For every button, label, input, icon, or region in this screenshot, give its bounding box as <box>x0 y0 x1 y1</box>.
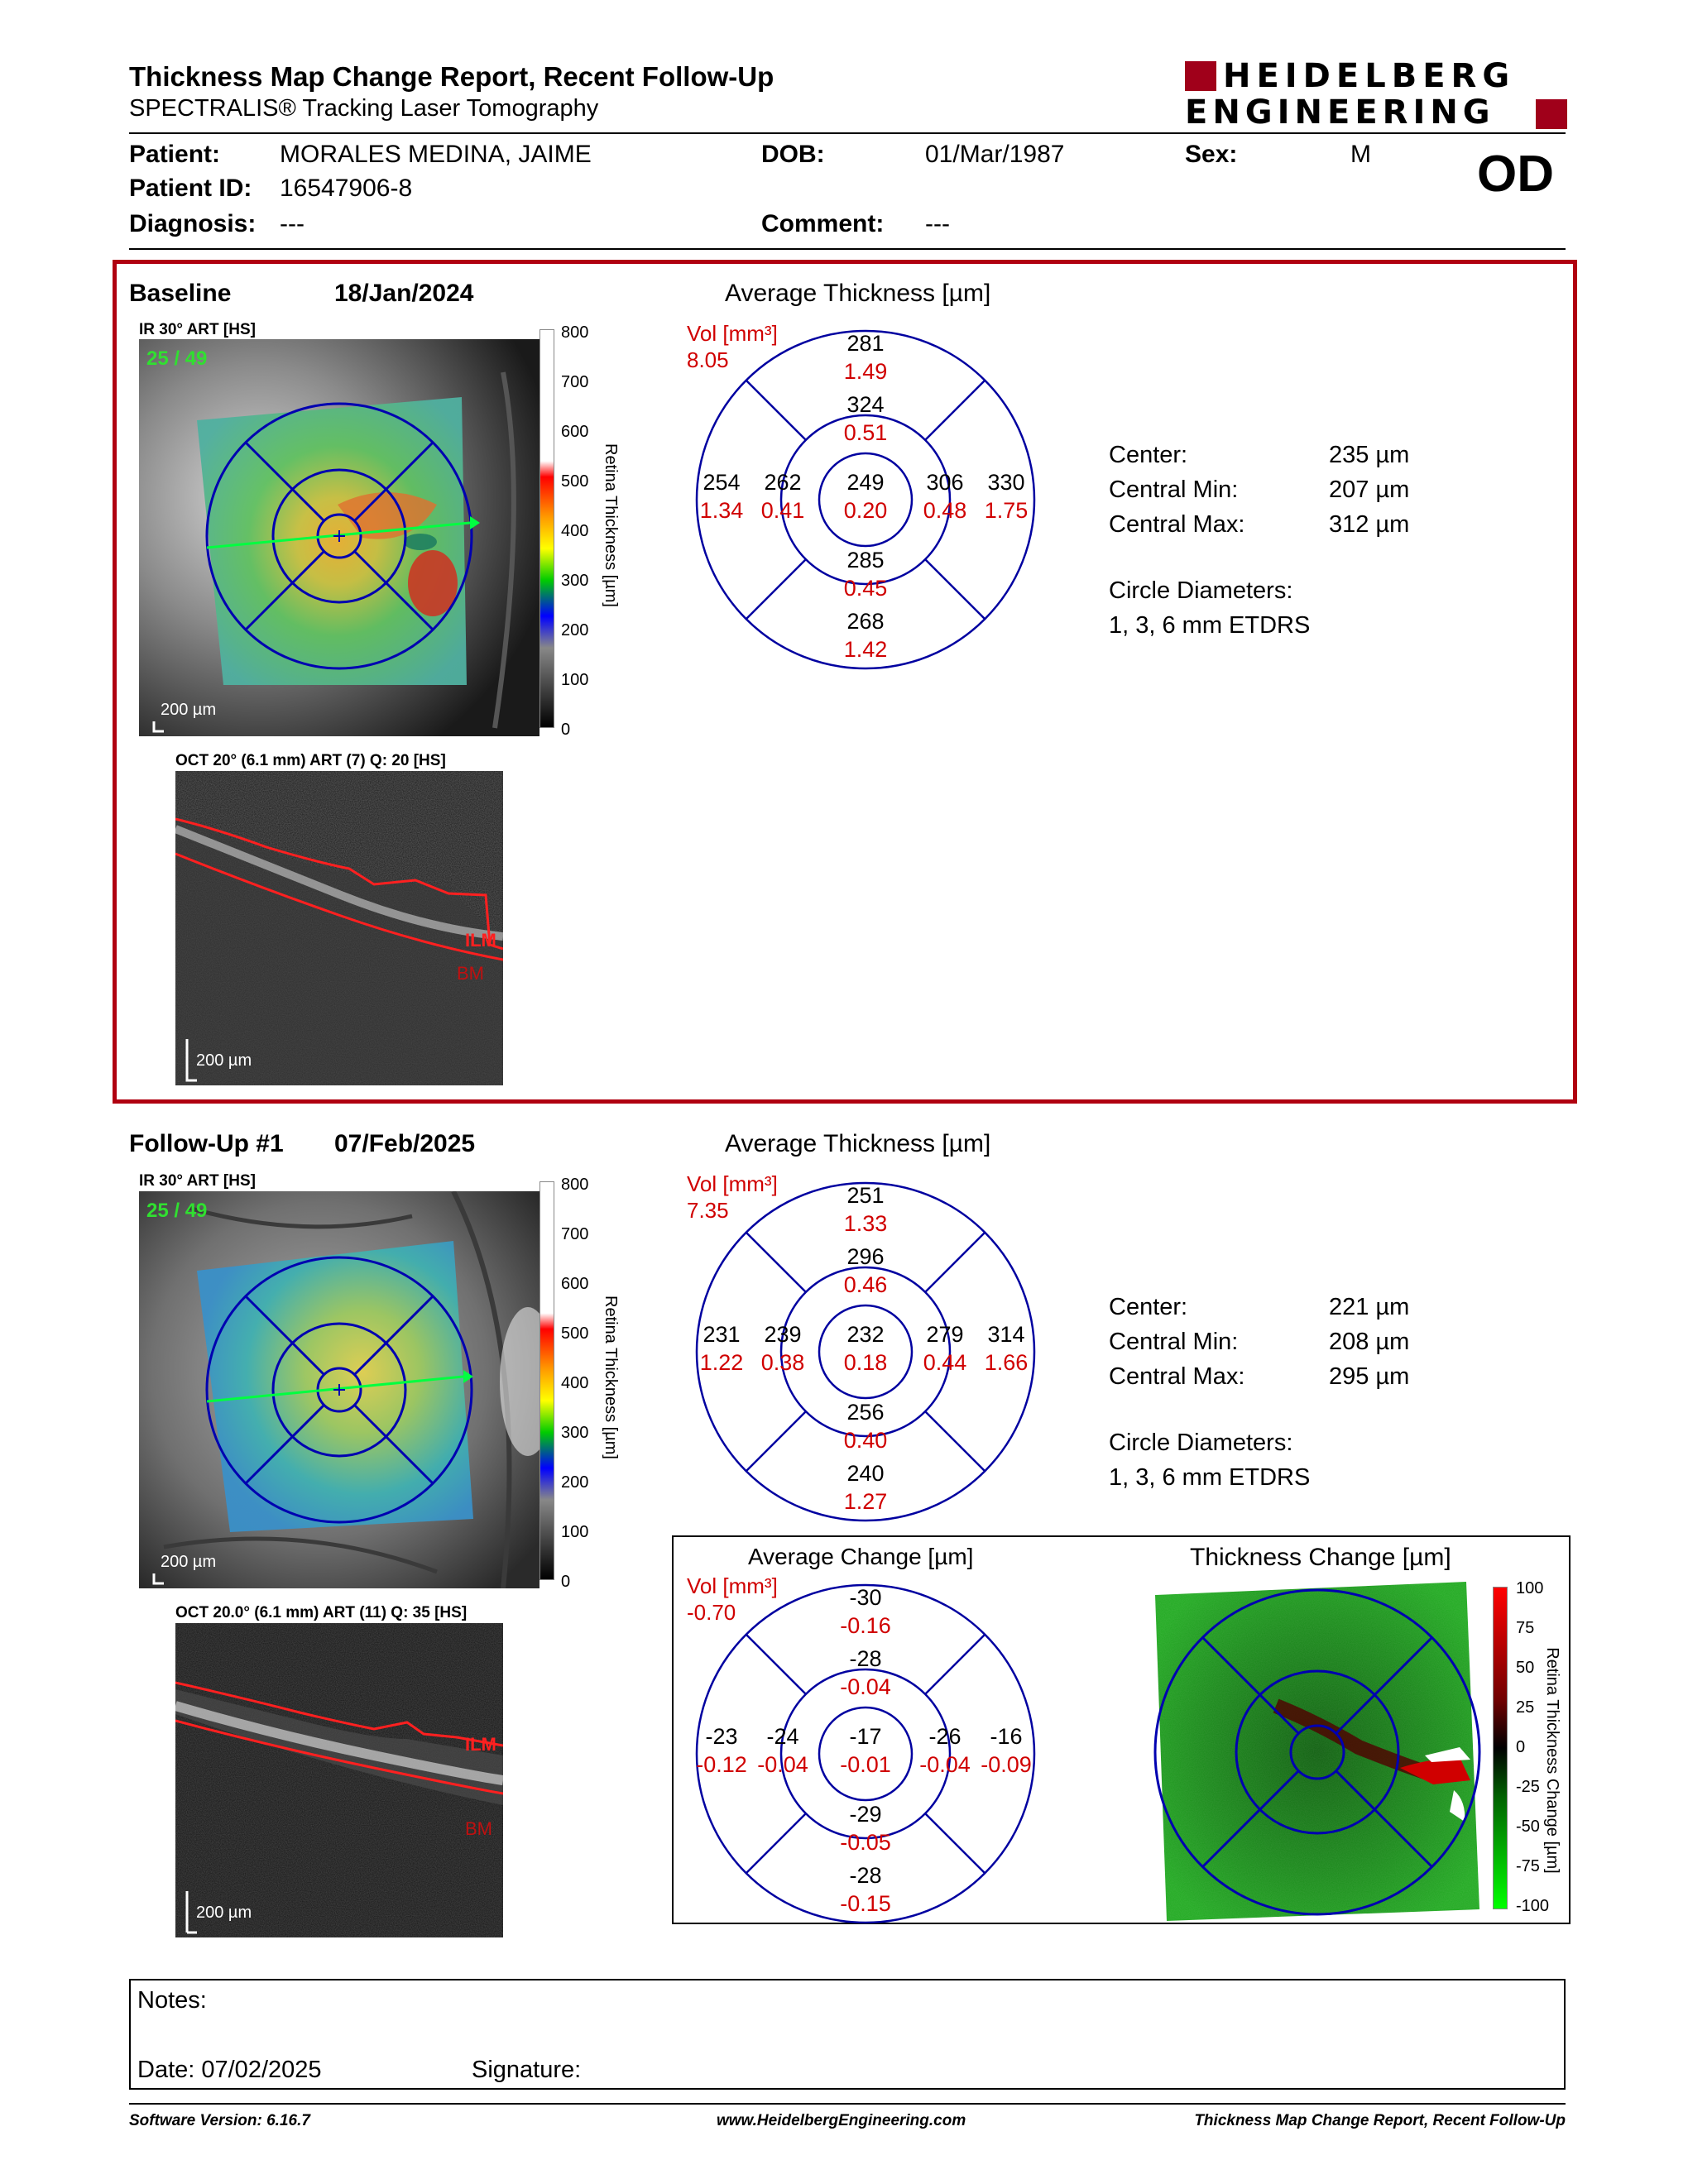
change-map-image <box>1153 1582 1481 1921</box>
diagnosis-label: Diagnosis: <box>129 210 257 237</box>
baseline-colorbar-title: Retina Thickness [µm] <box>602 443 620 607</box>
footer-software-version: Software Version: 6.16.7 <box>129 2112 310 2129</box>
dob-label: DOB: <box>761 141 825 168</box>
followup-colorbar-ticks: 800 700 600 500 400 300 200 100 0 <box>561 1176 589 1591</box>
followup-oct-scale: 200 µm <box>196 1904 252 1922</box>
patient-id-value: 16547906-8 <box>280 175 413 202</box>
comment-value: --- <box>925 210 950 237</box>
baseline-oct-scale: 200 µm <box>196 1051 252 1070</box>
followup-sector-values: 251 1.33 296 0.46 232 0.18 231 1.22 239 … <box>699 1183 1029 1514</box>
diagnosis-value: --- <box>280 210 305 237</box>
followup-vol-label: Vol [mm³] <box>687 1171 778 1196</box>
change-grid-title: Average Change [µm] <box>748 1544 974 1569</box>
eye-label: OD <box>1477 146 1554 203</box>
change-vol-label: Vol [mm³] <box>687 1573 778 1598</box>
change-vol-value: -0.70 <box>687 1600 736 1625</box>
followup-oct-image <box>175 1623 503 1937</box>
sex-label: Sex: <box>1185 141 1238 168</box>
baseline-label: Baseline <box>129 280 232 307</box>
followup-ir-label: IR 30° ART [HS] <box>139 1172 256 1190</box>
baseline-central-min-value: 207 µm <box>1329 477 1410 503</box>
report-title: Thickness Map Change Report, Recent Foll… <box>129 61 774 92</box>
followup-center-label: Center: <box>1109 1294 1188 1320</box>
followup-etdrs-grid <box>695 1181 1036 1522</box>
baseline-colorbar-ticks: 800 700 600 500 400 300 200 100 0 <box>561 323 589 739</box>
followup-central-min-value: 208 µm <box>1329 1329 1410 1355</box>
baseline-thickness-colorbar <box>539 329 554 728</box>
heidelberg-logo: HEIDELBERG ENGINEERING <box>1185 60 1567 132</box>
followup-circle-label: Circle Diameters: <box>1109 1430 1293 1456</box>
report-subtitle: SPECTRALIS® Tracking Laser Tomography <box>129 95 599 122</box>
baseline-center-value: 235 µm <box>1329 442 1410 468</box>
baseline-ir-scale: 200 µm <box>161 701 217 719</box>
footer-website[interactable]: www.HeidelbergEngineering.com <box>717 2112 966 2129</box>
baseline-center-label: Center: <box>1109 442 1188 468</box>
dob-value: 01/Mar/1987 <box>925 141 1065 168</box>
followup-oct-label: OCT 20.0° (6.1 mm) ART (11) Q: 35 [HS] <box>175 1604 468 1621</box>
baseline-ilm-label: ILM <box>465 930 496 951</box>
followup-ir-scale: 200 µm <box>161 1553 217 1571</box>
baseline-vol-label: Vol [mm³] <box>687 321 778 346</box>
baseline-frame-counter: 25 / 49 <box>146 347 208 370</box>
followup-vol-value: 7.35 <box>687 1198 729 1223</box>
baseline-circle-value: 1, 3, 6 mm ETDRS <box>1109 612 1311 639</box>
followup-colorbar-title: Retina Thickness [µm] <box>602 1296 620 1459</box>
comment-label: Comment: <box>761 210 885 237</box>
baseline-central-min-label: Central Min: <box>1109 477 1239 503</box>
followup-date: 07/Feb/2025 <box>334 1130 476 1157</box>
followup-central-max-label: Central Max: <box>1109 1363 1245 1390</box>
followup-frame-counter: 25 / 49 <box>146 1200 208 1222</box>
baseline-etdrs-grid <box>695 329 1036 670</box>
followup-label: Follow-Up #1 <box>129 1130 284 1157</box>
followup-circle-value: 1, 3, 6 mm ETDRS <box>1109 1464 1311 1491</box>
date-label: Date: 07/02/2025 <box>137 2057 322 2083</box>
patient-name: MORALES MEDINA, JAIME <box>280 141 592 168</box>
followup-central-min-label: Central Min: <box>1109 1329 1239 1355</box>
baseline-bm-label: BM <box>457 963 484 984</box>
baseline-grid-title: Average Thickness [µm] <box>725 280 991 307</box>
baseline-date: 18/Jan/2024 <box>334 280 474 307</box>
baseline-frame <box>113 260 1577 1104</box>
followup-thickness-colorbar <box>539 1181 554 1580</box>
baseline-ir-label: IR 30° ART [HS] <box>139 321 256 338</box>
baseline-circle-label: Circle Diameters: <box>1109 577 1293 604</box>
change-etdrs-grid <box>695 1583 1036 1924</box>
change-frame <box>672 1535 1571 1924</box>
footer-report-name: Thickness Map Change Report, Recent Foll… <box>1194 2112 1566 2129</box>
notes-label: Notes: <box>137 1987 207 2014</box>
followup-grid-title: Average Thickness [µm] <box>725 1130 991 1157</box>
baseline-central-max-value: 312 µm <box>1329 511 1410 538</box>
baseline-oct-label: OCT 20° (6.1 mm) ART (7) Q: 20 [HS] <box>175 752 446 769</box>
followup-ilm-label: ILM <box>465 1734 496 1755</box>
followup-center-value: 221 µm <box>1329 1294 1410 1320</box>
change-colorbar-ticks: 100 75 50 25 0 -25 -50 -75 -100 <box>1516 1579 1550 1915</box>
change-sector-values: -30 -0.16 -28 -0.04 -17 -0.01 -23 -0.12 … <box>696 1585 1032 1916</box>
baseline-ir-image <box>139 339 539 736</box>
baseline-oct-image <box>175 771 503 1085</box>
signature-label: Signature: <box>472 2057 582 2083</box>
baseline-central-max-label: Central Max: <box>1109 511 1245 538</box>
change-colorbar <box>1493 1587 1508 1909</box>
baseline-vol-value: 8.05 <box>687 347 729 372</box>
followup-ir-image <box>139 1191 539 1588</box>
followup-bm-label: BM <box>465 1818 492 1839</box>
sex-value: M <box>1350 141 1371 168</box>
followup-central-max-value: 295 µm <box>1329 1363 1410 1390</box>
baseline-sector-values: 281 1.49 324 0.51 249 0.20 254 1.34 262 … <box>699 331 1029 662</box>
patient-id-label: Patient ID: <box>129 175 252 202</box>
notes-box <box>129 1979 1566 2090</box>
patient-label: Patient: <box>129 141 221 168</box>
change-colorbar-title: Retina Thickness Change [µm] <box>1543 1647 1561 1874</box>
change-map-title: Thickness Change [µm] <box>1190 1544 1451 1571</box>
